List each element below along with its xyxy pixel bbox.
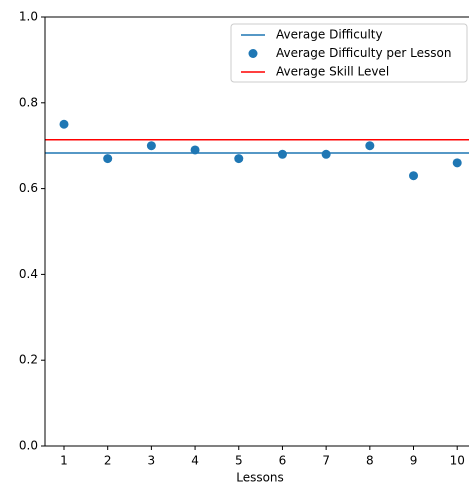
scatter-point [234, 154, 244, 164]
x-axis-label: Lessons [236, 471, 284, 484]
scatter-point [103, 154, 113, 164]
scatter-point [190, 145, 200, 155]
x-tick-label: 8 [366, 454, 374, 468]
scatter-point [452, 158, 462, 168]
scatter-point [146, 141, 156, 151]
y-tick-label: 0.2 [19, 353, 38, 367]
scatter-point [59, 119, 69, 129]
y-tick-label: 0.0 [19, 439, 38, 453]
legend-label: Average Difficulty [276, 28, 383, 42]
x-tick-label: 4 [191, 454, 199, 468]
scatter-point [277, 149, 287, 159]
legend-label: Average Skill Level [276, 65, 389, 79]
y-tick-label: 0.8 [19, 95, 38, 109]
x-tick-label: 5 [235, 454, 243, 468]
x-tick-label: 9 [410, 454, 418, 468]
scatter-point [409, 171, 419, 181]
y-tick-label: 0.6 [19, 181, 38, 195]
legend-box [230, 23, 468, 83]
scatter-point [365, 141, 375, 151]
x-tick-label: 1 [60, 454, 68, 468]
legend-label: Average Difficulty per Lesson [276, 46, 451, 60]
x-tick-label: 10 [450, 454, 465, 468]
y-tick-label: 1.0 [19, 10, 38, 24]
legend-swatch [248, 49, 258, 58]
x-tick-label: 6 [279, 454, 287, 468]
x-tick-label: 3 [148, 454, 156, 468]
y-tick-label: 0.4 [19, 267, 38, 281]
x-tick-label: 2 [104, 454, 112, 468]
x-tick-label: 7 [322, 454, 330, 468]
scatter-point [321, 149, 331, 159]
